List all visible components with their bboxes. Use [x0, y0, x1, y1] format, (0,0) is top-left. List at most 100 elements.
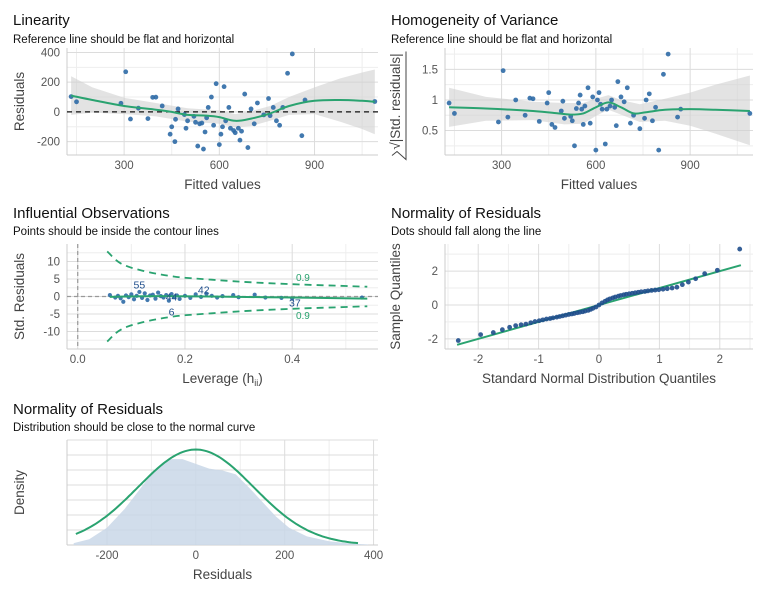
linearity-subtitle: Reference line should be flat and horizo… [13, 34, 234, 46]
data-point [193, 119, 198, 125]
data-point [618, 94, 624, 100]
data-point [576, 100, 581, 106]
data-point [587, 120, 593, 126]
data-point [226, 105, 232, 110]
data-point [205, 105, 211, 110]
y-tick-label: 2 [432, 266, 438, 278]
lower-contour-line [106, 305, 368, 343]
data-point [637, 126, 643, 132]
x-axis-title: Standard Normal Distribution Quantiles [482, 371, 716, 386]
data-point [513, 323, 519, 329]
y-tick-label: 0.5 [422, 126, 438, 138]
x-tick-label: 200 [275, 550, 294, 562]
data-point [642, 115, 647, 121]
y-tick-label: 10 [47, 257, 60, 269]
data-point [664, 286, 670, 292]
data-point [669, 285, 675, 291]
y-tick-label: -2 [428, 334, 438, 346]
data-point [546, 90, 552, 96]
data-point [169, 291, 174, 297]
data-point [544, 316, 549, 322]
data-point [213, 81, 219, 87]
data-point [621, 99, 627, 105]
data-point [552, 125, 558, 130]
data-point [500, 68, 506, 74]
data-point [204, 291, 209, 296]
x-axis-title: Fitted values [184, 177, 261, 192]
data-point [173, 116, 178, 122]
data-point [656, 147, 662, 153]
influential-chart: 0.0 0.2 0.4 -10 -5 0 5 10 Leverage (hii) Std. Res… [12, 244, 378, 388]
data-point [540, 317, 546, 323]
data-point [579, 106, 585, 112]
influential-title: Influential Observations [13, 205, 170, 222]
data-point [674, 284, 680, 290]
data-point [123, 69, 129, 75]
data-point [237, 137, 243, 143]
y-tick-label: 0 [54, 292, 60, 304]
qq-title: Normality of Residuals [391, 205, 541, 222]
data-point [544, 100, 550, 106]
x-axis-title-subscript: ii [254, 378, 258, 388]
density-chart: -200 0 200 400 Residuals Density [12, 439, 383, 582]
data-point [270, 105, 276, 110]
data-point [607, 103, 613, 109]
data-point [638, 289, 644, 295]
x-axis-title: Fitted values [561, 177, 638, 192]
linearity-chart: 300 600 900 -200 0 200 400 Fitted values Residua… [12, 47, 378, 192]
data-point [585, 85, 591, 91]
data-point [675, 114, 680, 120]
data-point [602, 141, 608, 147]
data-point [239, 128, 244, 134]
data-point [612, 104, 618, 110]
data-point [211, 122, 217, 128]
data-point [549, 122, 555, 127]
homogeneity-subtitle: Reference line should be flat and horizo… [391, 34, 612, 46]
data-point [656, 287, 662, 293]
y-tick-label: 5 [54, 274, 60, 286]
x-tick-label: 2 [717, 354, 723, 366]
data-point [628, 120, 633, 126]
x-tick-label: 600 [586, 160, 605, 172]
data-point [649, 288, 654, 293]
point-label: 6 [169, 306, 175, 318]
sqrt-symbol [391, 51, 407, 161]
point-label: 44 [166, 291, 178, 303]
data-point [558, 108, 564, 114]
data-point [505, 114, 511, 120]
data-point [183, 125, 189, 131]
smooth-line [109, 295, 368, 300]
y-axis-title: Sample Quantiles [388, 243, 403, 350]
x-tick-label: 0 [193, 550, 199, 562]
data-point [513, 97, 519, 103]
y-tick-label: -5 [50, 309, 60, 321]
data-point [159, 103, 165, 109]
point-label: 37 [289, 297, 301, 309]
x-tick-label: 300 [492, 160, 511, 172]
data-point [490, 330, 496, 335]
data-point [235, 125, 241, 131]
x-tick-label: 300 [115, 160, 134, 172]
data-point [573, 106, 579, 111]
data-point [518, 322, 524, 328]
y-tick-label: 0 [54, 107, 60, 119]
homogeneity-title: Homogeneity of Variance [391, 12, 558, 29]
x-tick-label: -200 [95, 550, 118, 562]
data-point [569, 118, 575, 124]
homogeneity-chart: 300 600 900 0.5 1 1.5 Fitted values √|Std. resi… [388, 48, 753, 192]
data-point [646, 91, 652, 97]
x-tick-label: 900 [305, 160, 324, 172]
data-point [596, 90, 602, 96]
data-point [145, 297, 150, 303]
data-point [599, 106, 605, 112]
data-point [693, 276, 699, 282]
data-point [613, 123, 619, 129]
data-point [580, 122, 586, 127]
data-point [478, 332, 484, 338]
data-point [255, 100, 260, 106]
y-axis-title: Residuals [12, 72, 27, 132]
data-point [156, 290, 161, 295]
data-point [590, 94, 596, 100]
data-point [536, 118, 542, 124]
